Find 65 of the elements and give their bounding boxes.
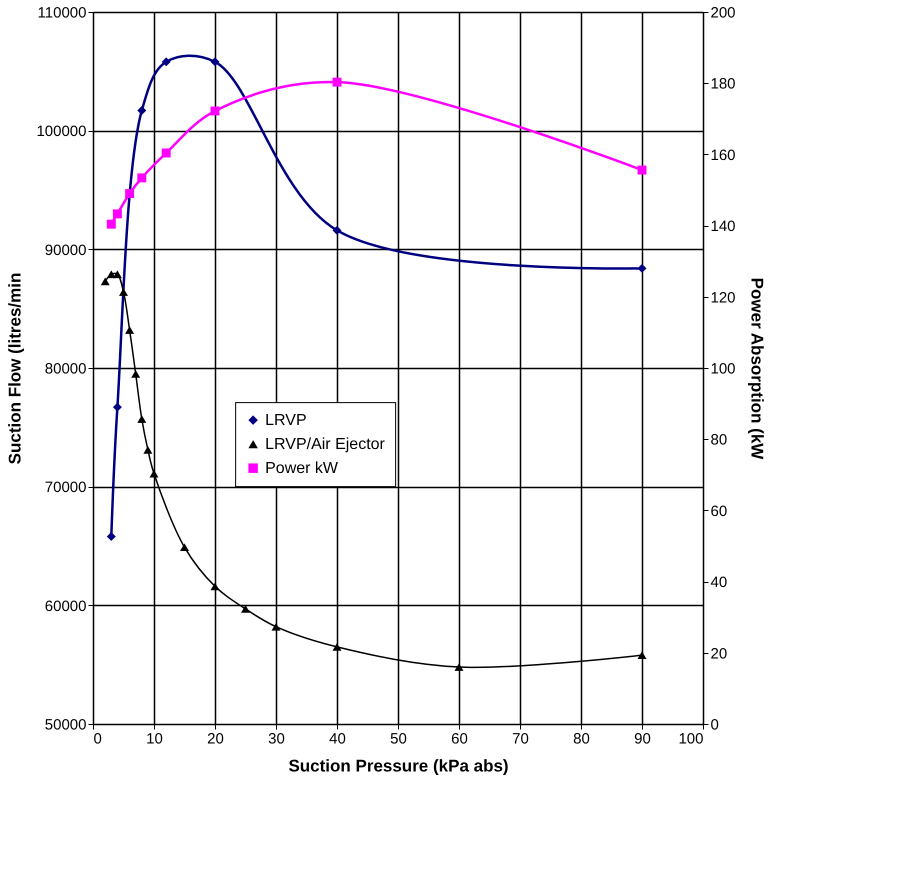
x-tick-label: 90 xyxy=(634,730,651,748)
point xyxy=(125,189,134,198)
point xyxy=(125,326,134,334)
y2-tick-label: 100 xyxy=(710,360,736,378)
y2-tick-label: 160 xyxy=(710,146,736,164)
point xyxy=(162,57,171,66)
point xyxy=(272,622,280,631)
point xyxy=(137,415,146,423)
point xyxy=(180,543,189,552)
point xyxy=(112,402,122,412)
point xyxy=(131,370,140,378)
point xyxy=(210,57,220,66)
y2-tick-label: 20 xyxy=(710,645,728,662)
y-tick-label: 70000 xyxy=(44,479,86,496)
point xyxy=(241,605,250,613)
x-tick-label: 10 xyxy=(146,730,163,748)
point xyxy=(332,78,342,87)
y-tick-label: 50000 xyxy=(44,716,86,734)
point xyxy=(454,663,464,671)
point xyxy=(210,106,220,116)
y-tick-label: 60000 xyxy=(44,598,86,615)
x-tick-label: 0 xyxy=(94,730,102,748)
y-tick-label: 80000 xyxy=(44,360,86,378)
y-axis-title: Suction Flow (litres/min xyxy=(5,272,24,464)
point xyxy=(106,532,116,541)
point xyxy=(137,106,146,115)
point xyxy=(332,226,342,235)
point xyxy=(210,582,220,590)
point xyxy=(162,148,171,158)
point xyxy=(143,446,152,454)
y2-tick-label: 80 xyxy=(710,432,728,449)
y-tick-label: 110000 xyxy=(38,4,86,22)
point xyxy=(150,470,158,478)
point xyxy=(119,288,128,296)
x-tick-label: 70 xyxy=(512,730,529,748)
y2-axis-title: Power Absorption (kW xyxy=(748,278,767,460)
point xyxy=(112,209,122,218)
y2-tick-label: 180 xyxy=(710,76,736,93)
point xyxy=(137,173,146,182)
point xyxy=(100,278,110,286)
x-tick-label: 50 xyxy=(390,730,407,748)
y-tick-label: 90000 xyxy=(44,242,86,259)
legend-label: LRVP/Air Ejector xyxy=(265,436,386,454)
x-tick-label: 20 xyxy=(207,730,224,748)
x-axis-title: Suction Pressure (kPa abs) xyxy=(288,756,509,776)
point xyxy=(112,270,122,278)
y2-tick-label: 60 xyxy=(710,502,728,520)
y2-tick-label: 140 xyxy=(710,218,736,236)
x-tick-label: 30 xyxy=(268,730,285,748)
y2-tick-label: 40 xyxy=(710,574,728,592)
y2-tick-label: 120 xyxy=(710,289,736,306)
y2-tick-label: 0 xyxy=(710,716,719,734)
x-tick-label: 80 xyxy=(573,730,590,748)
point xyxy=(332,642,342,651)
point xyxy=(638,651,646,660)
point xyxy=(638,166,646,175)
y-tick-label: 100000 xyxy=(36,123,86,140)
point xyxy=(106,220,116,229)
legend-label: LRVP xyxy=(265,412,307,430)
x-tick-label: 100 xyxy=(678,730,704,748)
legend-label: Power kW xyxy=(265,460,339,478)
y2-tick-label: 200 xyxy=(710,4,736,22)
point xyxy=(638,264,646,273)
x-tick-label: 60 xyxy=(451,730,468,748)
x-tick-label: 40 xyxy=(329,730,346,748)
